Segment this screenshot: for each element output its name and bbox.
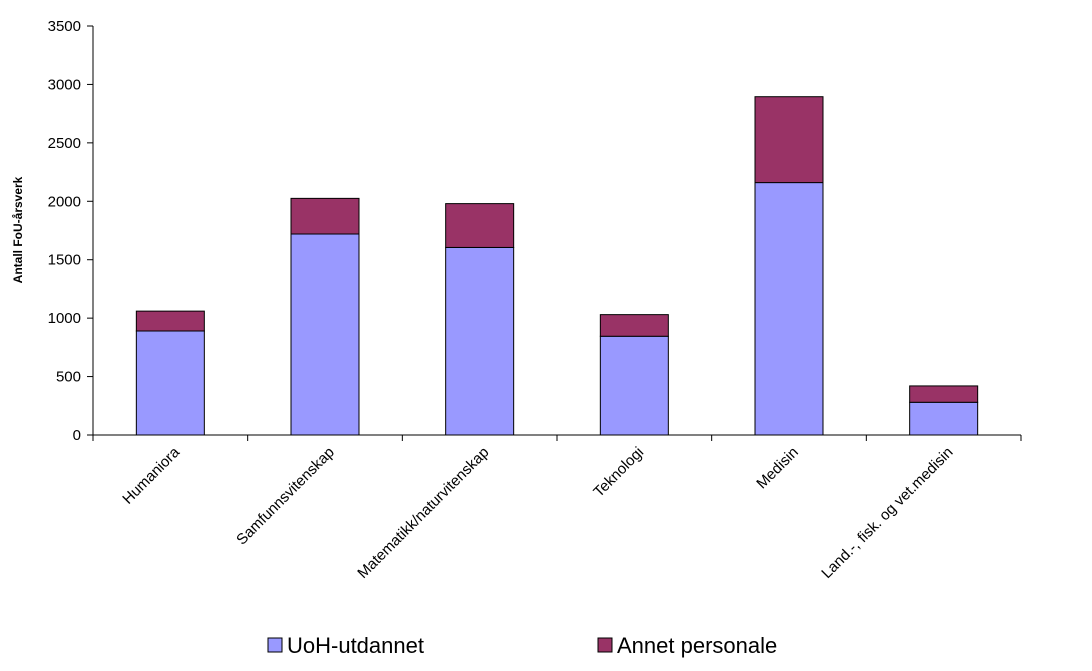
- bars: [135, 96, 979, 436]
- x-tick-label: Teknologi: [590, 444, 647, 501]
- x-axis: Humaniora Samfunnsvitenskap Matematikk/nat…: [92, 434, 1022, 582]
- y-tick-label: 2500: [48, 135, 81, 152]
- x-tick-label: Medisin: [753, 444, 802, 493]
- legend-swatch: [597, 637, 613, 653]
- bar-uoh-utdannet: [599, 335, 669, 436]
- x-tick-label: Samfunnsvitenskap: [233, 444, 338, 549]
- legend-label: UoH-utdannet: [287, 633, 424, 658]
- y-tick-label: 500: [56, 369, 81, 386]
- legend-swatch: [267, 637, 283, 653]
- bar-uoh-utdannet: [290, 233, 360, 436]
- bar-annet-personale: [909, 385, 979, 403]
- bar-annet-personale: [135, 310, 205, 332]
- y-tick-label: 1000: [48, 310, 81, 327]
- y-tick-label: 3000: [48, 76, 81, 93]
- bar-annet-personale: [445, 203, 515, 248]
- y-tick-label: 1500: [48, 252, 81, 269]
- legend-label: Annet personale: [617, 633, 777, 658]
- bar-uoh-utdannet: [909, 401, 979, 436]
- bar-uoh-utdannet: [754, 182, 824, 436]
- y-tick-label: 3500: [48, 18, 81, 35]
- legend: UoH-utdannet Annet personale: [267, 633, 777, 658]
- x-tick-label: Matematikk/naturvitenskap: [354, 444, 492, 582]
- y-axis: 0 500 1000 1500 2000 2500 3000 3500: [48, 18, 94, 444]
- bar-uoh-utdannet: [445, 246, 515, 436]
- bar-annet-personale: [754, 96, 824, 184]
- x-tick-label: Humaniora: [119, 443, 183, 507]
- bar-annet-personale: [290, 197, 360, 235]
- y-tick-label: 0: [73, 427, 81, 444]
- bar-uoh-utdannet: [135, 330, 205, 436]
- y-tick-label: 2000: [48, 193, 81, 210]
- bar-annet-personale: [599, 314, 669, 337]
- x-tick-label: Land.-, fisk. og vet.medisin: [818, 444, 956, 582]
- y-axis-label: Antall FoU-årsverk: [11, 176, 25, 283]
